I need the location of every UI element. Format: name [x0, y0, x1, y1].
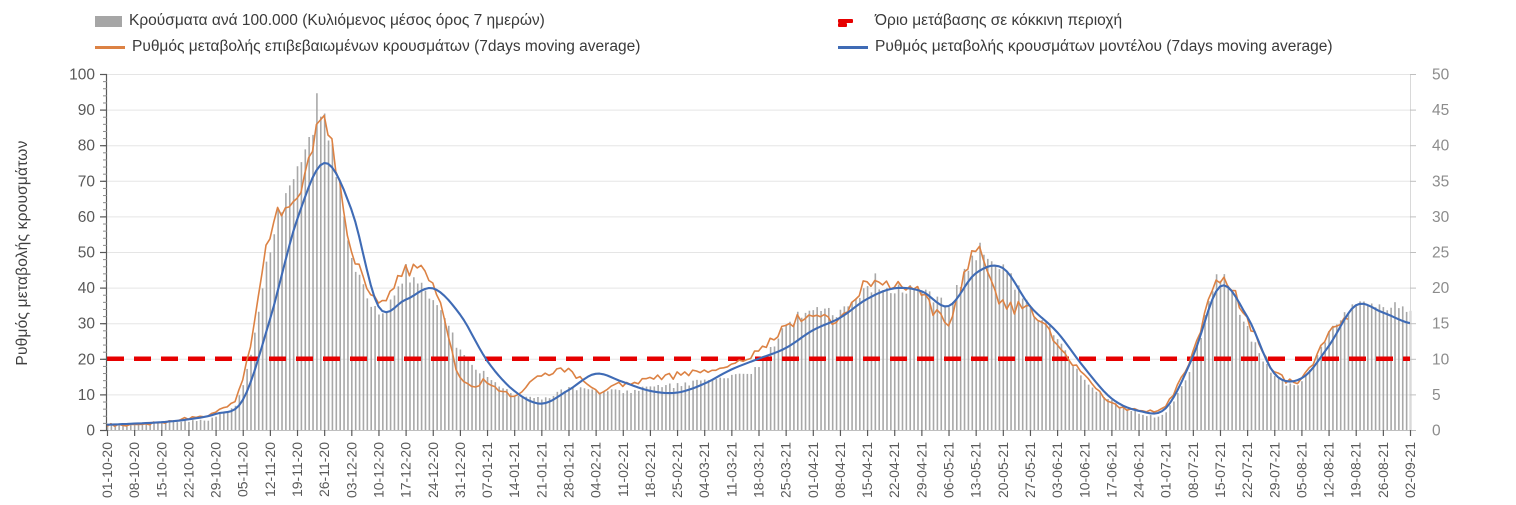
- svg-text:05-11-20: 05-11-20: [235, 442, 251, 497]
- grid: [107, 74, 1410, 396]
- line-swatch-icon: [95, 45, 125, 49]
- svg-text:15-04-21: 15-04-21: [859, 442, 875, 498]
- svg-text:90: 90: [78, 102, 96, 119]
- svg-text:01-10-20: 01-10-20: [99, 442, 115, 498]
- svg-text:12-08-21: 12-08-21: [1321, 442, 1337, 498]
- svg-text:01-07-21: 01-07-21: [1158, 442, 1174, 498]
- svg-text:25-03-21: 25-03-21: [778, 442, 794, 498]
- svg-text:50: 50: [78, 245, 96, 262]
- svg-text:04-02-21: 04-02-21: [588, 442, 604, 498]
- svg-text:29-04-21: 29-04-21: [913, 442, 929, 498]
- svg-text:17-06-21: 17-06-21: [1103, 442, 1119, 498]
- x-axis: 01-10-20 08-10-20 15-10-20 22-10-20 29-10-20…: [99, 430, 1418, 498]
- model-rate-line: [106, 161, 1411, 426]
- svg-text:30: 30: [78, 316, 96, 333]
- svg-text:01-04-21: 01-04-21: [805, 442, 821, 498]
- legend-item-cases-per-100k: Κρούσματα ανά 100.000 (Κυλιόμενος μέσος …: [95, 12, 545, 30]
- svg-text:28-01-21: 28-01-21: [560, 442, 576, 498]
- right-axis: 0 5 10 15 20 25 30 35 40 45 50: [1410, 67, 1450, 440]
- svg-text:50: 50: [1432, 67, 1450, 84]
- svg-text:70: 70: [78, 173, 96, 190]
- svg-text:13-05-21: 13-05-21: [968, 442, 984, 498]
- svg-text:11-03-21: 11-03-21: [723, 442, 739, 497]
- svg-text:26-08-21: 26-08-21: [1375, 442, 1391, 498]
- svg-text:25: 25: [1432, 245, 1449, 262]
- svg-text:03-06-21: 03-06-21: [1049, 442, 1065, 498]
- bars-cases-per-100k: [106, 93, 1412, 430]
- svg-text:45: 45: [1432, 102, 1449, 119]
- legend-label: Κρούσματα ανά 100.000 (Κυλιόμενος μέσος …: [129, 12, 545, 29]
- svg-text:12-11-20: 12-11-20: [262, 442, 278, 497]
- svg-text:29-10-20: 29-10-20: [208, 442, 224, 498]
- svg-text:22-07-21: 22-07-21: [1239, 442, 1255, 498]
- legend-label: Όριο μετάβασης σε κόκκινη περιοχή: [875, 12, 1123, 29]
- svg-text:26-11-20: 26-11-20: [316, 442, 332, 497]
- svg-text:15-10-20: 15-10-20: [153, 442, 169, 498]
- svg-text:18-03-21: 18-03-21: [751, 442, 767, 498]
- svg-text:29-07-21: 29-07-21: [1266, 442, 1282, 498]
- dashed-line-swatch-icon: [838, 19, 868, 27]
- bar-swatch-icon: [95, 15, 122, 27]
- svg-text:22-10-20: 22-10-20: [180, 442, 196, 498]
- line-swatch-icon: [838, 45, 868, 49]
- svg-text:15: 15: [1432, 316, 1449, 333]
- svg-text:18-02-21: 18-02-21: [642, 442, 658, 498]
- svg-text:10-12-20: 10-12-20: [370, 442, 386, 498]
- svg-text:19-11-20: 19-11-20: [289, 442, 305, 497]
- svg-text:20-05-21: 20-05-21: [995, 442, 1011, 498]
- legend-label: Ρυθμός μεταβολής κρουσμάτων μοντέλου (7d…: [875, 38, 1333, 55]
- svg-text:03-12-20: 03-12-20: [343, 442, 359, 498]
- svg-text:60: 60: [78, 209, 96, 226]
- svg-text:20: 20: [78, 351, 96, 368]
- legend-item-model-rate: Ρυθμός μεταβολής κρουσμάτων μοντέλου (7d…: [838, 38, 1333, 56]
- svg-text:5: 5: [1432, 387, 1441, 404]
- svg-text:08-04-21: 08-04-21: [832, 442, 848, 498]
- legend-label: Ρυθμός μεταβολής επιβεβαιωμένων κρουσμάτ…: [132, 38, 641, 55]
- svg-text:25-02-21: 25-02-21: [669, 442, 685, 498]
- svg-text:10-06-21: 10-06-21: [1076, 442, 1092, 498]
- svg-text:11-02-21: 11-02-21: [615, 442, 631, 497]
- svg-text:19-08-21: 19-08-21: [1348, 442, 1364, 498]
- svg-text:80: 80: [78, 138, 96, 155]
- legend-item-confirmed-rate: Ρυθμός μεταβολής επιβεβαιωμένων κρουσμάτ…: [95, 38, 640, 56]
- svg-text:21-01-21: 21-01-21: [533, 442, 549, 498]
- svg-text:35: 35: [1432, 173, 1449, 190]
- svg-text:08-07-21: 08-07-21: [1185, 442, 1201, 498]
- svg-text:0: 0: [86, 423, 95, 440]
- svg-text:02-09-21: 02-09-21: [1402, 442, 1418, 498]
- svg-text:24-12-20: 24-12-20: [425, 442, 441, 498]
- svg-text:40: 40: [78, 280, 96, 297]
- svg-text:40: 40: [1432, 138, 1450, 155]
- svg-text:10: 10: [1432, 351, 1450, 368]
- svg-text:22-04-21: 22-04-21: [886, 442, 902, 498]
- svg-text:15-07-21: 15-07-21: [1212, 442, 1228, 498]
- svg-text:17-12-20: 17-12-20: [398, 442, 414, 498]
- svg-text:08-10-20: 08-10-20: [126, 442, 142, 498]
- svg-text:14-01-21: 14-01-21: [506, 442, 522, 498]
- svg-text:04-03-21: 04-03-21: [696, 442, 712, 498]
- legend-item-red-threshold: Όριο μετάβασης σε κόκκινη περιοχή: [838, 12, 1122, 30]
- svg-text:06-05-21: 06-05-21: [941, 442, 957, 498]
- svg-text:20: 20: [1432, 280, 1450, 297]
- svg-text:31-12-20: 31-12-20: [452, 442, 468, 498]
- svg-text:10: 10: [78, 387, 96, 404]
- svg-text:100: 100: [69, 67, 95, 84]
- svg-text:30: 30: [1432, 209, 1450, 226]
- svg-text:05-08-21: 05-08-21: [1293, 442, 1309, 498]
- left-axis: 0 10 20 30 40 50 60 70 80 90 100: [69, 67, 108, 440]
- svg-text:24-06-21: 24-06-21: [1131, 442, 1147, 498]
- svg-text:07-01-21: 07-01-21: [479, 442, 495, 498]
- svg-text:0: 0: [1432, 423, 1441, 440]
- svg-text:27-05-21: 27-05-21: [1022, 442, 1038, 498]
